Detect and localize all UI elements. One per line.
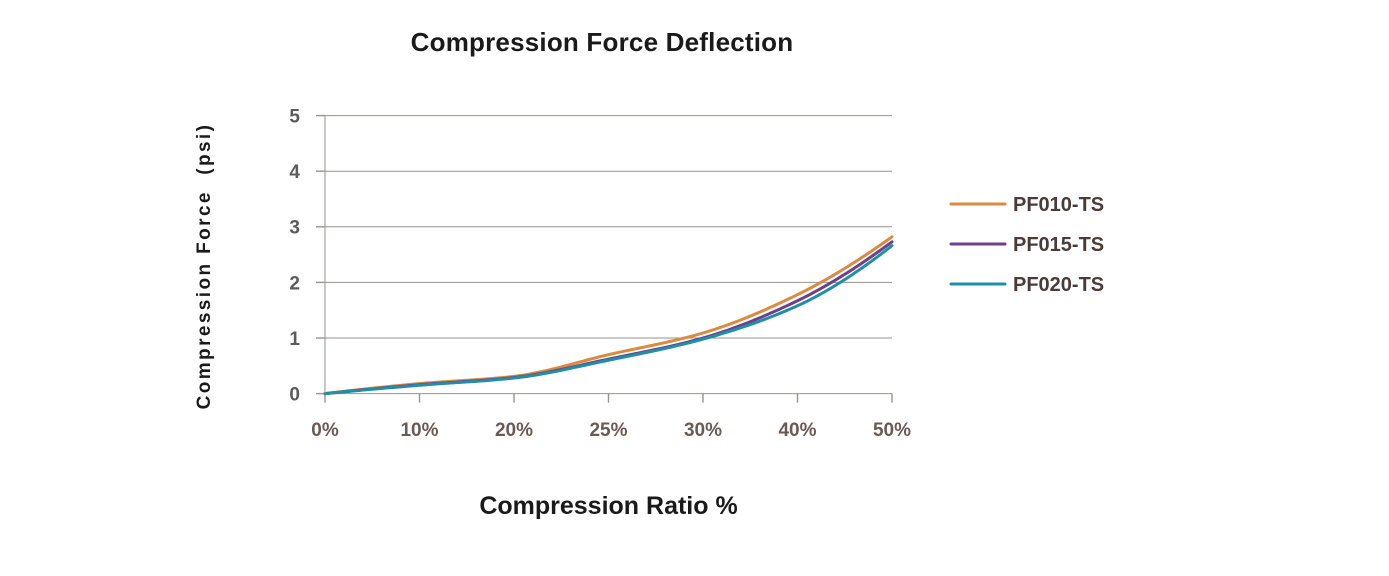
svg-text:50%: 50%: [873, 420, 911, 441]
svg-text:4: 4: [289, 162, 300, 183]
svg-text:3: 3: [289, 218, 300, 239]
svg-text:1: 1: [289, 329, 300, 350]
svg-text:PF015-TS: PF015-TS: [1013, 234, 1104, 256]
svg-text:40%: 40%: [778, 420, 816, 441]
svg-text:25%: 25%: [589, 420, 627, 441]
svg-text:5: 5: [289, 107, 300, 128]
svg-text:0: 0: [289, 385, 300, 406]
svg-text:10%: 10%: [400, 420, 438, 441]
svg-text:2: 2: [289, 273, 300, 294]
svg-text:0%: 0%: [311, 420, 339, 441]
svg-text:PF020-TS: PF020-TS: [1013, 274, 1104, 296]
svg-text:20%: 20%: [495, 420, 533, 441]
svg-text:30%: 30%: [684, 420, 722, 441]
svg-text:PF010-TS: PF010-TS: [1013, 194, 1104, 216]
